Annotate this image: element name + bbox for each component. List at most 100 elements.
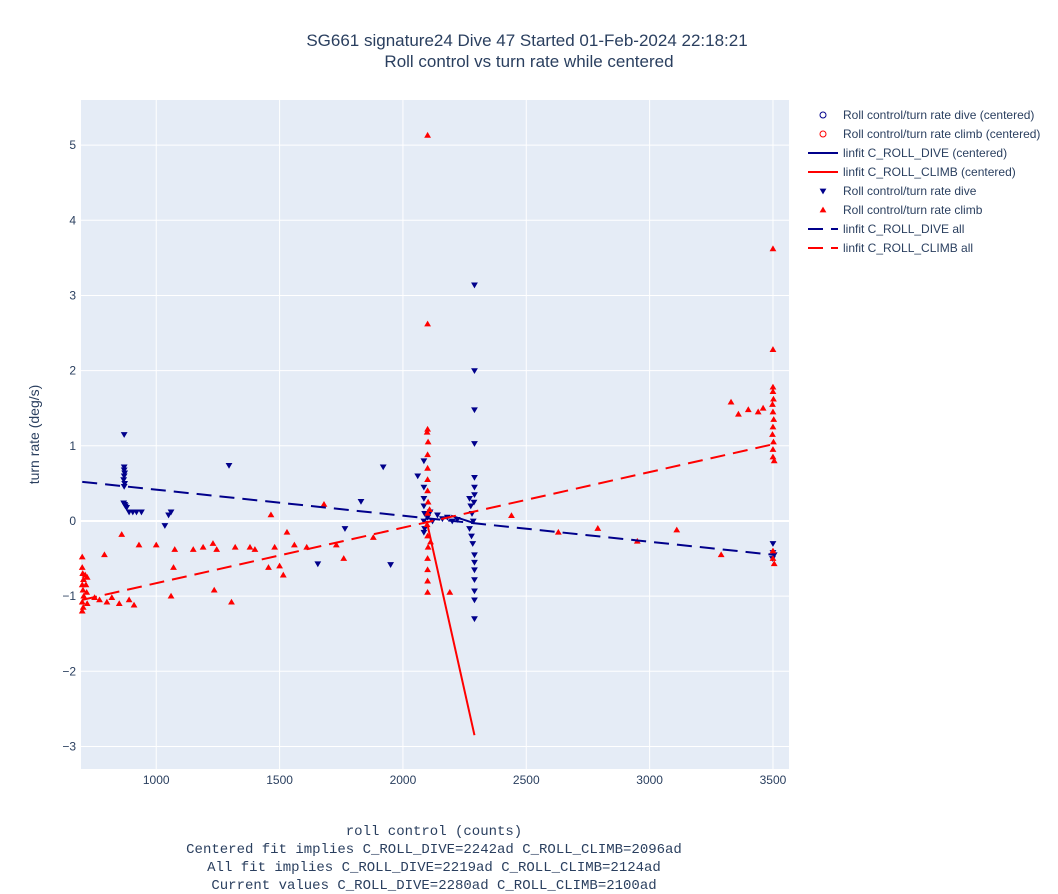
data-point: [423, 428, 431, 435]
fit-line: [425, 520, 476, 736]
data-point: [189, 546, 197, 552]
data-point: [769, 346, 777, 352]
data-point: [471, 588, 478, 595]
data-point: [279, 571, 287, 578]
data-point: [424, 555, 431, 561]
data-point: [82, 581, 90, 588]
data-point: [120, 464, 128, 471]
y-tick-label: −2: [62, 664, 76, 678]
legend-item[interactable]: linfit C_ROLL_CLIMB all: [808, 241, 973, 255]
data-point: [727, 398, 735, 405]
data-point: [424, 566, 431, 573]
data-point: [471, 567, 478, 574]
data-point: [754, 408, 762, 415]
legend-item[interactable]: Roll control/turn rate dive (centered): [819, 108, 1034, 122]
x-axis-label: roll control (counts): [346, 824, 522, 840]
data-point: [770, 416, 778, 422]
data-point: [424, 425, 431, 432]
data-point: [79, 603, 87, 610]
data-point: [420, 529, 428, 536]
data-point: [424, 577, 431, 584]
legend-item[interactable]: linfit C_ROLL_DIVE all: [808, 222, 964, 236]
data-point: [471, 616, 478, 623]
data-point: [320, 501, 328, 507]
data-point: [769, 547, 777, 554]
legend-marker: [819, 130, 827, 138]
data-point: [271, 543, 279, 550]
data-point: [770, 438, 777, 445]
data-point: [133, 509, 140, 516]
data-point: [167, 509, 175, 516]
data-point: [125, 596, 133, 603]
data-point: [769, 453, 777, 460]
data-point: [469, 541, 477, 547]
plot-area[interactable]: [81, 100, 789, 769]
data-point: [769, 431, 776, 437]
data-point: [471, 441, 478, 447]
data-point: [673, 526, 681, 533]
chart-title: SG661 signature24 Dive 47 Started 01-Feb…: [306, 31, 747, 50]
data-point: [471, 484, 478, 491]
legend-item[interactable]: linfit C_ROLL_CLIMB (centered): [808, 165, 1016, 179]
data-point: [735, 410, 742, 417]
data-point: [744, 406, 752, 413]
legend-label: linfit C_ROLL_CLIMB all: [843, 241, 973, 255]
legend-item[interactable]: Roll control/turn rate climb (centered): [819, 127, 1040, 141]
legend-item[interactable]: linfit C_ROLL_DIVE (centered): [808, 146, 1007, 160]
data-point: [108, 594, 116, 600]
data-point: [420, 518, 428, 525]
data-point: [769, 541, 777, 547]
data-point: [83, 573, 91, 580]
data-point: [161, 523, 169, 529]
data-point: [424, 510, 431, 516]
y-tick-label: −3: [62, 739, 76, 753]
data-point: [769, 408, 777, 415]
data-point: [276, 562, 283, 569]
data-point: [267, 511, 275, 518]
data-point: [340, 555, 348, 561]
legend-item[interactable]: Roll control/turn rate climb: [819, 203, 983, 217]
data-point: [167, 592, 175, 599]
data-point: [424, 451, 431, 458]
data-point: [769, 245, 777, 252]
legend-label: Roll control/turn rate dive (centered): [843, 108, 1034, 122]
fit-line: [82, 480, 774, 556]
data-point: [471, 559, 478, 566]
data-point: [78, 553, 86, 560]
data-point: [471, 368, 478, 375]
data-point: [769, 401, 776, 407]
y-tick-label: 0: [69, 514, 76, 528]
data-point: [424, 588, 431, 595]
data-point: [471, 474, 478, 481]
data-point: [83, 588, 91, 595]
data-point: [420, 484, 428, 491]
data-point: [83, 600, 91, 607]
data-point: [508, 512, 515, 519]
data-point: [246, 543, 254, 550]
y-tick-label: 2: [69, 364, 76, 378]
data-point: [138, 509, 145, 516]
data-point: [79, 586, 87, 593]
data-point: [471, 577, 478, 583]
data-point: [769, 388, 777, 395]
data-point: [424, 131, 431, 138]
data-point: [120, 473, 128, 480]
legend-marker: [819, 188, 827, 195]
legend-item[interactable]: Roll control/turn rate dive: [819, 184, 977, 198]
data-point: [424, 476, 431, 482]
data-point: [594, 525, 602, 531]
x-tick-label: 3000: [636, 773, 663, 787]
data-point: [769, 446, 777, 452]
x-axis-fit-note: Centered fit implies C_ROLL_DIVE=2242ad …: [186, 842, 682, 858]
data-point: [231, 543, 239, 550]
data-point: [120, 483, 128, 490]
data-point: [387, 562, 394, 568]
data-point: [120, 477, 128, 484]
y-tick-label: −1: [62, 589, 76, 603]
data-point: [332, 541, 340, 548]
data-point: [357, 499, 365, 505]
data-point: [170, 564, 177, 570]
legend[interactable]: Roll control/turn rate dive (centered) Ro…: [808, 108, 1040, 255]
data-point: [130, 601, 138, 608]
data-point: [471, 597, 478, 604]
